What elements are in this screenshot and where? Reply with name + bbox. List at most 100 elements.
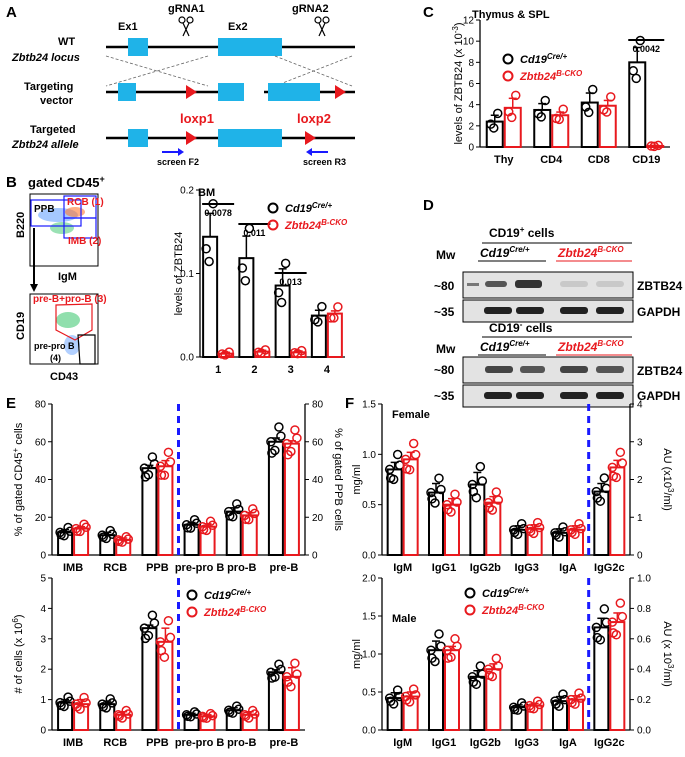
- blot-band: [596, 307, 624, 314]
- panel-d-label: D: [423, 197, 434, 214]
- data-point: [163, 447, 174, 458]
- b220-axis-label: B220: [15, 212, 27, 238]
- wt-locus-label: Zbtb24 locus: [11, 52, 80, 64]
- data-point: [286, 682, 296, 692]
- grna1-label: gRNA1: [168, 3, 205, 15]
- data-point: [181, 520, 192, 530]
- data-point: [313, 317, 323, 327]
- ppb-gate-label: PPB: [34, 204, 55, 215]
- y2-tick-label: 0.8: [637, 604, 651, 615]
- data-point: [97, 530, 107, 540]
- y-tick-label: 0.0: [180, 353, 194, 364]
- gate-imb: [63, 217, 97, 239]
- loxp-triangle: [335, 85, 346, 99]
- bar-control-IgG2c: [593, 626, 610, 732]
- y-tick-label: 5: [40, 574, 46, 585]
- chart-title: Thymus & SPL: [472, 9, 550, 21]
- blot-band: [467, 283, 479, 286]
- x-tick-label-pro-B: pro-B: [227, 737, 256, 749]
- x-tick-label-RCB: RCB: [103, 562, 127, 574]
- y-tick-label: 0.5: [362, 688, 376, 699]
- data-point: [165, 457, 176, 467]
- data-point: [471, 679, 482, 690]
- data-point: [467, 479, 478, 490]
- data-point: [240, 710, 250, 720]
- data-point: [491, 653, 502, 664]
- x-tick-label-pre-pro B: pre-pro B: [175, 737, 225, 749]
- blot-band: [516, 392, 544, 399]
- data-point: [491, 487, 502, 497]
- y-axis-label: levels of ZBTB24 (x 10-3): [451, 22, 465, 144]
- arrow-left-icon: [306, 148, 312, 156]
- data-point: [79, 692, 89, 703]
- ta-ex2: [218, 129, 282, 147]
- y2-tick-label: 0.4: [637, 665, 651, 676]
- y2-tick-label: 40: [312, 475, 324, 486]
- data-point: [434, 473, 444, 483]
- data-point: [266, 667, 276, 677]
- legend-marker-cko: [464, 604, 476, 616]
- tv-ex2b: [268, 83, 320, 101]
- mw-label: Mw: [436, 248, 456, 262]
- bar-control-2: [238, 257, 255, 358]
- x-tick-label-IgG2c: IgG2c: [594, 562, 625, 574]
- data-point: [266, 437, 276, 447]
- x-tick-label-IgM: IgM: [393, 737, 412, 749]
- wt-label: WT: [58, 36, 75, 48]
- x-tick-label-IgA: IgA: [559, 562, 577, 574]
- zbtb24-label: ZBTB24: [637, 364, 683, 378]
- y2-axis-label: AU (x103/ml): [661, 448, 675, 511]
- bar-control-PPB: [141, 627, 158, 731]
- y2-tick-label: 0: [312, 551, 318, 562]
- x-tick-label-IgG2b: IgG2b: [470, 562, 501, 574]
- data-point: [550, 696, 560, 706]
- gate-title: gated CD45+: [28, 174, 105, 190]
- chart-title: Male: [392, 613, 416, 625]
- screen-r3-label: screen R3: [303, 157, 346, 167]
- x-tick-label-IgG3: IgG3: [514, 737, 538, 749]
- data-point: [140, 633, 151, 644]
- x-tick-label-4: 4: [324, 364, 331, 376]
- y-tick-label: 0: [40, 551, 46, 562]
- bar-cko-pre-B: [283, 442, 300, 557]
- chart-title: Female: [392, 409, 430, 421]
- data-point: [292, 348, 303, 359]
- data-point: [159, 652, 170, 662]
- blot-band: [560, 281, 588, 287]
- x-tick-label-IgG1: IgG1: [432, 737, 456, 749]
- y-axis-label: levels of ZBTB24: [173, 232, 185, 316]
- data-point: [97, 699, 107, 709]
- loxp-triangle: [305, 131, 316, 145]
- blot-band: [596, 366, 624, 373]
- data-point: [237, 263, 248, 273]
- data-point: [483, 664, 494, 674]
- data-point: [493, 661, 504, 671]
- data-point: [149, 459, 160, 469]
- data-point: [516, 518, 527, 529]
- x-tick-label-CD8: CD8: [588, 154, 610, 166]
- data-point: [250, 709, 260, 719]
- data-point: [617, 458, 628, 468]
- wt-ex1: [128, 38, 148, 56]
- data-point: [282, 672, 292, 682]
- data-point: [581, 102, 591, 112]
- y-tick-label: 3: [40, 634, 46, 645]
- data-point: [197, 521, 208, 532]
- blot-band: [520, 366, 545, 373]
- y-tick-label: 10: [463, 37, 475, 48]
- data-point: [292, 433, 302, 443]
- tv-ex2a: [218, 83, 244, 101]
- y-tick-label: 0: [40, 726, 46, 737]
- data-point: [240, 510, 250, 521]
- data-point: [241, 514, 251, 525]
- x-tick-label-pre-B: pre-B: [270, 562, 299, 574]
- ta-ex1: [128, 129, 148, 147]
- y-tick-label: 80: [35, 400, 47, 411]
- gapdh-label: GAPDH: [637, 389, 680, 403]
- p-value-label: 0.0042: [632, 44, 660, 54]
- cd19pos-title: CD19+ cells: [489, 225, 555, 240]
- data-point: [591, 622, 602, 633]
- igm-axis-label: IgM: [58, 271, 77, 283]
- data-point: [536, 112, 546, 122]
